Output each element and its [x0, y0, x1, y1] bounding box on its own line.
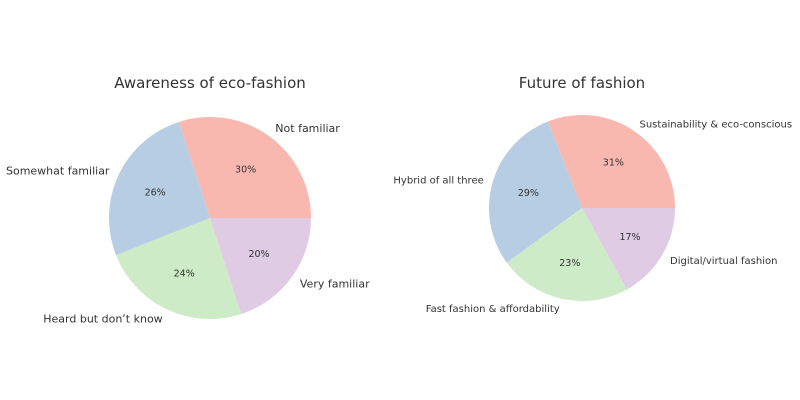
future-chart-title: Future of fashion	[519, 74, 645, 92]
future-pct-label-hybrid-of-all-three: 29%	[518, 188, 539, 199]
future-category-label-digital-virtual-fashion: Digital/virtual fashion	[670, 256, 777, 267]
awareness-slice-very-familiar	[210, 218, 311, 315]
awareness-chart-title: Awareness of eco-fashion	[114, 74, 306, 92]
awareness-category-label-somewhat-familiar: Somewhat familiar	[6, 165, 110, 178]
awareness-pct-label-somewhat-familiar: 26%	[145, 188, 166, 199]
future-slices	[488, 114, 676, 302]
future-slice-fast-fashion-affordability	[506, 208, 627, 302]
awareness-pct-label-not-familiar: 30%	[235, 164, 256, 175]
future-category-label-sustainability-eco-conscious: Sustainability & eco-conscious	[640, 119, 793, 130]
awareness-category-label-not-familiar: Not familiar	[275, 122, 340, 135]
awareness-labels: 30% Not familiar 26% Somewhat familiar 24% He…	[6, 122, 370, 325]
awareness-category-label-very-familiar: Very familiar	[300, 277, 370, 290]
future-pct-label-sustainability-eco-conscious: 31%	[603, 157, 624, 168]
awareness-pct-label-very-familiar: 20%	[248, 249, 269, 260]
future-slice-hybrid-of-all-three	[488, 121, 582, 263]
future-pct-label-digital-virtual-fashion: 17%	[619, 232, 640, 243]
awareness-slice-heard-but-don-t-know	[116, 218, 242, 320]
awareness-pct-label-heard-but-don-t-know: 24%	[174, 268, 195, 279]
future-slice-sustainability-eco-conscious	[547, 114, 676, 208]
future-slice-digital-virtual-fashion	[582, 208, 675, 290]
awareness-category-label-heard-but-don-t-know: Heard but don’t know	[43, 313, 162, 326]
awareness-slices	[108, 116, 311, 320]
awareness-slice-not-familiar	[178, 116, 311, 218]
future-category-label-fast-fashion-affordability: Fast fashion & affordability	[426, 304, 560, 315]
future-labels: 31% Sustainability & eco-conscious 29% Hybr…	[393, 119, 792, 314]
future-pie-chart: Future of fashion 31% Sustainability & ec…	[393, 74, 792, 315]
awareness-pie-chart: Awareness of eco-fashion 30% Not familiar…	[6, 74, 370, 326]
future-category-label-hybrid-of-all-three: Hybrid of all three	[393, 175, 483, 186]
awareness-slice-somewhat-familiar	[108, 121, 210, 256]
future-pct-label-fast-fashion-affordability: 23%	[559, 258, 580, 269]
